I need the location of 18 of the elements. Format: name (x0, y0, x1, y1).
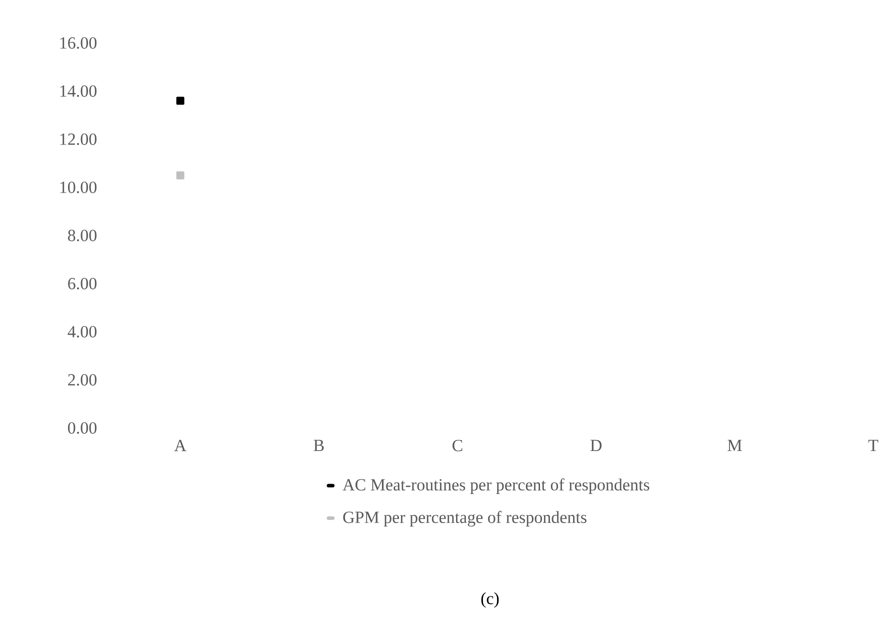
x-tick-label: B (314, 440, 324, 452)
y-tick-label: 6.00 (68, 278, 96, 290)
x-tick-label: T (868, 440, 878, 451)
x-tick-label: D (590, 440, 602, 452)
y-tick-label: 16.00 (60, 37, 96, 49)
y-tick-label: 0.00 (68, 422, 96, 434)
y-tick-label: 14.00 (60, 85, 96, 97)
legend-label: GPM per percentage of respondents (343, 510, 586, 527)
x-tick-label: M (728, 440, 742, 451)
legend-label: AC Meat-routines per percent of respondents (342, 478, 650, 494)
x-tick-label: A (174, 440, 186, 452)
y-tick-label: 10.00 (60, 182, 96, 194)
y-tick-label: 8.00 (68, 230, 96, 242)
y-tick-label: 12.00 (60, 133, 96, 146)
y-tick-label: 2.00 (68, 374, 96, 386)
text: (c) (481, 592, 499, 608)
x-tick-label: C (452, 440, 462, 452)
y-tick-label: 4.00 (68, 326, 96, 338)
